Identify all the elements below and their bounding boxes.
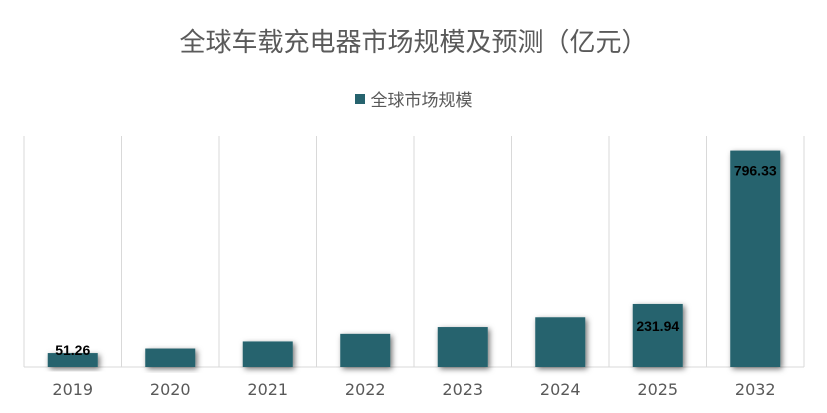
bar-2020 bbox=[145, 348, 196, 367]
bar-2025 bbox=[632, 303, 683, 367]
legend: 全球市场规模 bbox=[0, 86, 827, 111]
bar-2022 bbox=[340, 333, 391, 367]
data-label: 51.26 bbox=[55, 342, 90, 358]
chart-title: 全球车载充电器市场规模及预测（亿元） bbox=[179, 28, 648, 58]
bar-2023 bbox=[437, 327, 488, 367]
x-tick-label: 2020 bbox=[150, 380, 191, 399]
x-tick-label: 2032 bbox=[735, 380, 776, 399]
bar-2021 bbox=[242, 341, 293, 367]
x-tick-label: 2024 bbox=[540, 380, 581, 399]
legend-label: 全球市场规模 bbox=[370, 91, 473, 111]
x-tick-label: 2019 bbox=[52, 380, 93, 399]
data-label: 231.94 bbox=[636, 318, 679, 334]
bar-2032 bbox=[730, 150, 781, 367]
x-tick-label: 2022 bbox=[345, 380, 386, 399]
x-tick-label: 2021 bbox=[247, 380, 288, 399]
x-tick-label: 2023 bbox=[442, 380, 483, 399]
legend-swatch bbox=[354, 93, 365, 104]
data-label: 796.33 bbox=[734, 163, 777, 179]
bar-2019 bbox=[47, 353, 98, 367]
bar-2024 bbox=[535, 317, 586, 367]
x-tick-label: 2025 bbox=[637, 380, 678, 399]
